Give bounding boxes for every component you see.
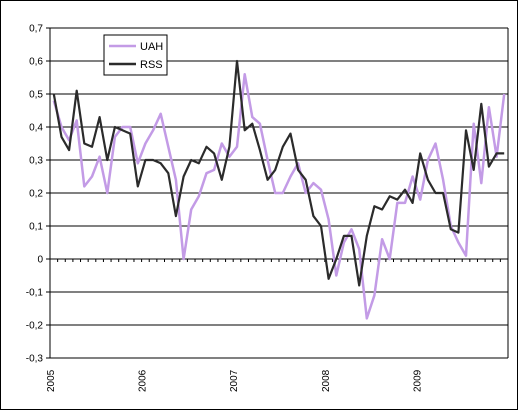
series-layer xyxy=(52,59,506,320)
y-tick-label: 0,1 xyxy=(29,222,43,233)
y-tick-label: -0,2 xyxy=(26,321,44,332)
y-tick-label: 0,5 xyxy=(29,90,43,101)
x-tick-label: 2009 xyxy=(412,369,423,392)
y-tick-label: 0,4 xyxy=(29,123,43,134)
y-tick-label: 0,3 xyxy=(29,156,43,167)
y-tick-label: 0,2 xyxy=(29,189,43,200)
y-tick-label: 0,7 xyxy=(29,24,43,35)
y-tick-label: 0 xyxy=(37,255,43,266)
series-line-uah xyxy=(52,72,506,320)
legend-label-uah: UAH xyxy=(140,41,163,53)
legend-label-rss: RSS xyxy=(140,59,163,71)
y-tick-label: -0,3 xyxy=(26,354,44,365)
y-tick-label: -0,1 xyxy=(26,288,44,299)
x-tick-label: 2007 xyxy=(229,369,240,392)
legend: UAH RSS xyxy=(103,34,168,76)
legend-box xyxy=(103,34,168,76)
x-tick-label: 2008 xyxy=(321,369,332,392)
x-tick-label: 2005 xyxy=(46,369,57,392)
x-tick-label: 2006 xyxy=(138,369,149,392)
series-line-rss xyxy=(52,59,505,287)
y-tick-label: 0,6 xyxy=(29,57,43,68)
